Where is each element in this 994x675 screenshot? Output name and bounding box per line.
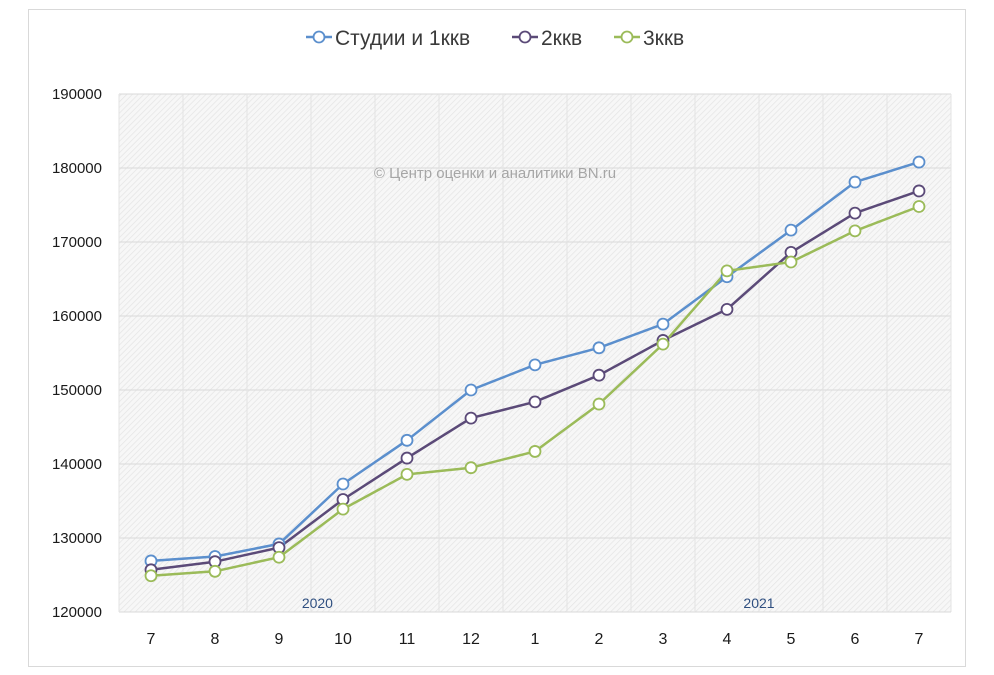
x-tick-label: 7 (147, 631, 156, 648)
x-tick-label: 10 (334, 631, 352, 648)
data-point (208, 564, 222, 578)
x-tick-label: 5 (787, 631, 796, 648)
legend-marker (620, 30, 634, 44)
data-point (784, 255, 798, 269)
data-point (144, 569, 158, 583)
gridlines (118, 93, 952, 613)
legend-label: 2ккв (541, 27, 582, 50)
watermark: © Центр оценки и аналитики BN.ru (374, 165, 616, 182)
data-point (784, 223, 798, 237)
x-tick-label: 8 (211, 631, 220, 648)
data-point (400, 451, 414, 465)
legend-label: Студии и 1ккв (335, 27, 470, 50)
y-tick-label: 160000 (52, 308, 102, 325)
year-labels: 2020 2021 (302, 595, 775, 611)
data-point (528, 358, 542, 372)
data-point (400, 467, 414, 481)
data-point (912, 200, 926, 213)
data-point (336, 477, 350, 491)
legend-marker (518, 30, 532, 44)
series-group (144, 155, 926, 583)
x-tick-label: 12 (462, 631, 480, 648)
x-tick-label: 11 (399, 631, 416, 648)
year-label: 2020 (302, 595, 333, 611)
plot-area (119, 94, 951, 612)
x-tick-label: 7 (915, 631, 924, 648)
data-point (464, 383, 478, 397)
y-tick-label: 150000 (52, 382, 102, 399)
x-tick-label: 9 (275, 631, 284, 648)
x-tick-label: 1 (531, 631, 540, 648)
data-point (336, 502, 350, 516)
data-point (272, 550, 286, 564)
data-point (848, 224, 862, 238)
x-tick-label: 6 (851, 631, 860, 648)
data-point (848, 175, 862, 189)
y-tick-label: 180000 (52, 160, 102, 177)
y-tick-label: 170000 (52, 234, 102, 251)
data-point (720, 264, 734, 278)
data-point (912, 184, 926, 198)
y-tick-label: 130000 (52, 530, 102, 547)
y-tick-label: 190000 (52, 86, 102, 103)
data-point (400, 433, 414, 447)
x-tick-label: 2 (595, 631, 604, 648)
legend-label: 3ккв (643, 27, 684, 50)
data-point (592, 397, 606, 411)
x-tick-label: 4 (723, 631, 732, 648)
data-point (656, 317, 670, 331)
data-point (592, 368, 606, 382)
y-tick-label: 140000 (52, 456, 102, 473)
year-label: 2021 (743, 595, 774, 611)
y-tick-label: 120000 (52, 604, 102, 621)
legend-marker (312, 30, 326, 44)
data-point (528, 395, 542, 409)
y-axis: 120000 130000 140000 150000 160000 170000 1800… (52, 86, 102, 621)
data-point (912, 155, 926, 169)
data-point (720, 302, 734, 316)
data-point (464, 461, 478, 475)
data-point (464, 411, 478, 425)
x-tick-label: 3 (659, 631, 668, 648)
x-axis: 7 8 9 10 11 12 1 2 3 4 5 6 7 (147, 631, 924, 648)
data-point (592, 341, 606, 355)
data-point (848, 206, 862, 220)
data-point (528, 445, 542, 458)
legend: Студии и 1ккв 2ккв 3ккв (306, 27, 684, 50)
data-point (656, 337, 670, 351)
